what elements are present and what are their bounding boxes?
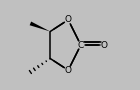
Text: O: O (65, 15, 72, 24)
Text: C: C (78, 40, 84, 50)
Circle shape (100, 40, 109, 50)
Circle shape (64, 15, 73, 24)
Circle shape (64, 66, 73, 75)
Text: O: O (101, 40, 108, 50)
Text: O: O (65, 66, 72, 75)
Circle shape (77, 41, 85, 49)
Polygon shape (30, 22, 50, 31)
